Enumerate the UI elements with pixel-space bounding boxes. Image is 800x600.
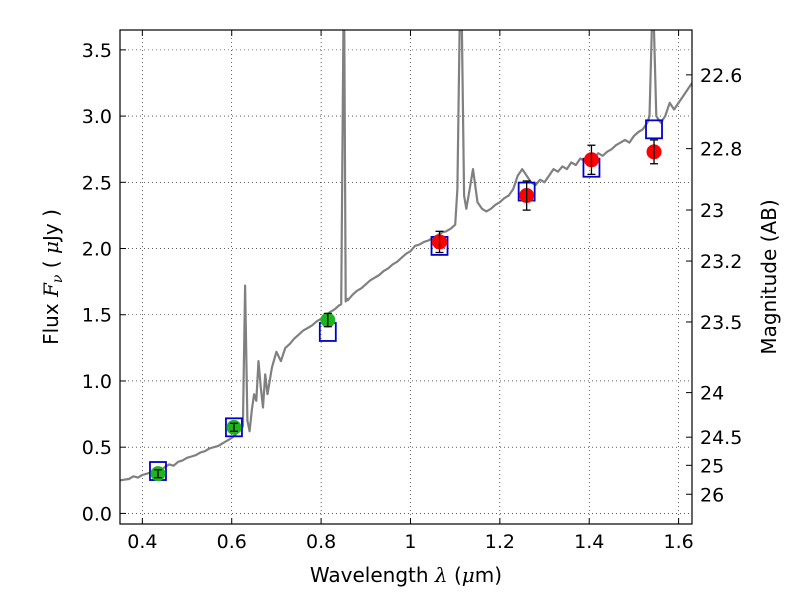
y2-tick-label: 24: [700, 383, 724, 405]
y-tick-label: 1.0: [82, 371, 112, 393]
y2-tick-label: 24.5: [700, 427, 742, 449]
y2-tick-label: 26: [700, 484, 724, 506]
y-tick-label: 2.0: [82, 239, 112, 261]
x-tick-label: 0.4: [127, 531, 157, 553]
plot-frame: [119, 29, 693, 525]
x-axis-label: Wavelength λ (μm): [310, 563, 502, 587]
y-tick-label: 3.0: [82, 106, 112, 128]
y-tick-label: 0.5: [82, 437, 112, 459]
y2-tick-label: 23.5: [700, 312, 742, 334]
y2-tick-label: 25: [700, 455, 724, 477]
x-tick-label: 1.6: [663, 531, 693, 553]
y2-tick-label: 22.8: [700, 139, 742, 161]
y2-tick-label: 23: [700, 200, 724, 222]
x-tick-label: 0.8: [306, 531, 336, 553]
y2-tick-label: 22.6: [700, 65, 742, 87]
y-tick-label: 0.0: [82, 503, 112, 525]
x-tick-label: 1: [404, 531, 416, 553]
y2-tick-label: 23.2: [700, 251, 742, 273]
axis-ticks: 0.4 0.6 0.8 1 1.2 1.4 1.6 0.0 0.5 1.0 1.5 2.0 2.5 3.0…: [82, 30, 742, 553]
plot-content: [120, 30, 692, 482]
model-photometry-square: [645, 119, 663, 140]
y-tick-label: 2.5: [82, 172, 112, 194]
y-axis-label: Flux Fν ( μJy ): [39, 209, 66, 345]
model-photometry-square: [225, 417, 243, 438]
x-tick-label: 1.4: [574, 531, 604, 553]
x-tick-label: 0.6: [217, 531, 247, 553]
x-tick-label: 1.2: [485, 531, 515, 553]
y-tick-label: 3.5: [82, 40, 112, 62]
y2-axis-label: Magnitude (AB): [757, 199, 781, 354]
y-tick-label: 1.5: [82, 305, 112, 327]
grid-lines: [120, 30, 692, 524]
